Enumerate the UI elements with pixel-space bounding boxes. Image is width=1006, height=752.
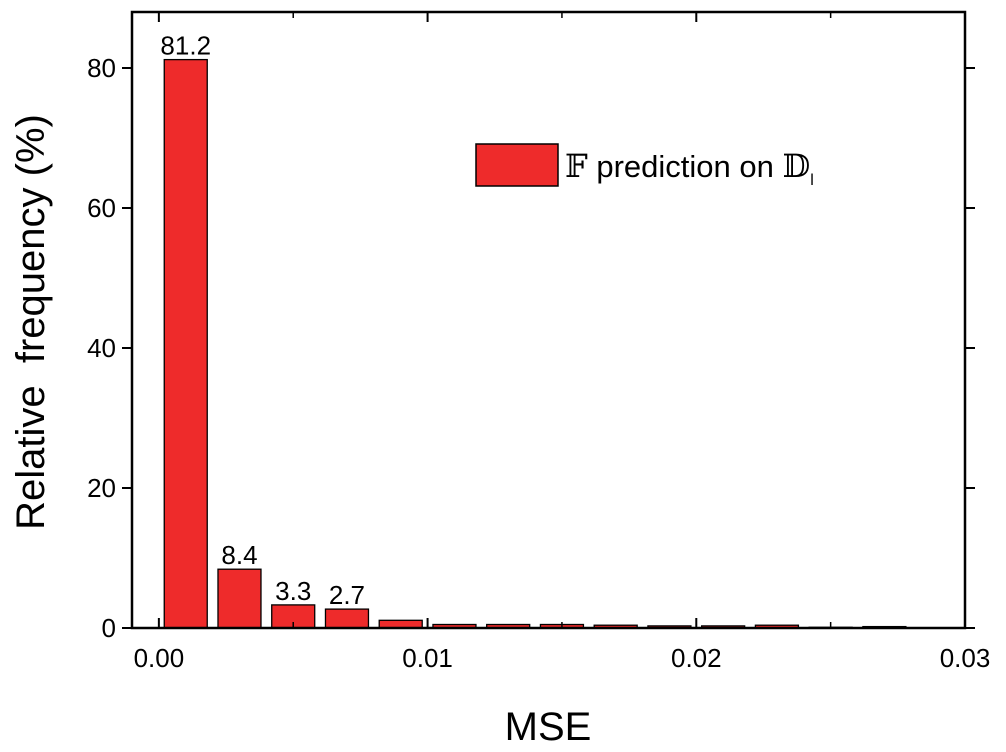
- legend-symbol-d: 𝔻: [782, 147, 810, 185]
- ticks-layer: 0.00 0.01 0.02 0.03 0 20 40 60 80: [87, 12, 990, 673]
- data-label-0: 81.2: [160, 31, 211, 61]
- x-tick-label-2: 0.02: [671, 643, 722, 673]
- legend-entry: 𝔽 prediction on 𝔻l: [565, 147, 814, 189]
- legend-symbol-f: 𝔽: [565, 147, 588, 185]
- legend-label: prediction on: [588, 149, 783, 184]
- y-tick-label-2: 40: [87, 333, 116, 363]
- data-label-2: 3.3: [275, 576, 311, 606]
- x-tick-label-3: 0.03: [940, 643, 991, 673]
- y-axis-title: Relative frequency (%): [9, 114, 53, 530]
- plot-frame: [130, 10, 967, 630]
- data-label-1: 8.4: [221, 540, 257, 570]
- y-tick-label-0: 0: [102, 613, 116, 643]
- legend-subscript: l: [810, 172, 814, 189]
- x-tick-label-0: 0.00: [134, 643, 185, 673]
- legend: 𝔽 prediction on 𝔻l: [475, 143, 814, 189]
- data-labels-layer: 81.2 8.4 3.3 2.7: [160, 31, 365, 610]
- bar-3: [324, 608, 370, 629]
- y-tick-label-3: 60: [87, 193, 116, 223]
- data-label-3: 2.7: [329, 580, 365, 610]
- bar-1: [217, 568, 262, 629]
- legend-swatch: [475, 143, 559, 187]
- y-tick-label-4: 80: [87, 53, 116, 83]
- bar-0: [163, 58, 208, 629]
- x-axis-title: MSE: [505, 705, 592, 749]
- x-tick-label-1: 0.01: [402, 643, 453, 673]
- y-tick-label-1: 20: [87, 473, 116, 503]
